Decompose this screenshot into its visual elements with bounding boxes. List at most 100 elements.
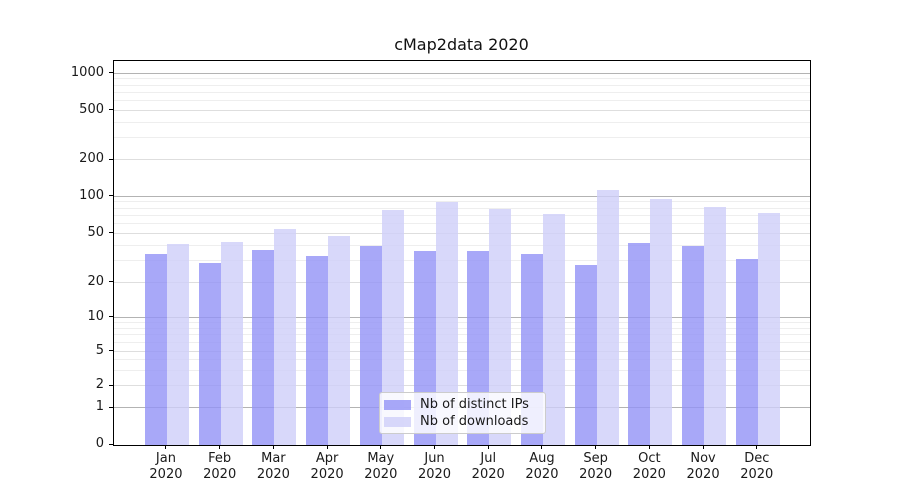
gridline-6 bbox=[114, 341, 810, 343]
y-tick-mark bbox=[109, 384, 113, 386]
y-tick-mark bbox=[109, 281, 113, 283]
y-axis-tick-label-1: 1 bbox=[95, 399, 104, 415]
y-tick-mark bbox=[109, 72, 113, 74]
y-tick-mark bbox=[109, 109, 113, 111]
y-tick-mark bbox=[109, 195, 113, 197]
gridline-1000 bbox=[114, 72, 810, 74]
y-tick-mark bbox=[109, 316, 113, 317]
legend-label-downloads: Nb of downloads bbox=[420, 414, 529, 429]
x-tick-mark bbox=[541, 445, 543, 449]
x-tick-mark bbox=[434, 445, 436, 449]
gridline-10 bbox=[114, 316, 810, 318]
x-axis-tick-label-oct: Oct 2020 bbox=[632, 451, 666, 482]
x-axis-tick-label-feb: Feb 2020 bbox=[203, 451, 237, 482]
x-axis-tick-label-dec: Dec 2020 bbox=[740, 451, 774, 482]
bar-distinct-ips-jan bbox=[144, 254, 167, 445]
y-axis-tick-label-100: 100 bbox=[79, 187, 104, 203]
legend-label-distinct-ips: Nb of distinct IPs bbox=[420, 397, 529, 412]
bar-distinct-ips-apr bbox=[306, 255, 329, 445]
gridline-700 bbox=[114, 91, 810, 93]
bar-distinct-ips-nov bbox=[682, 245, 705, 445]
x-tick-mark bbox=[380, 445, 382, 449]
bar-downloads-jul bbox=[489, 208, 512, 445]
y-axis-tick-label-2: 2 bbox=[95, 377, 104, 393]
gridline-300 bbox=[114, 137, 810, 139]
gridline-3 bbox=[114, 370, 810, 372]
y-tick-mark bbox=[109, 443, 113, 445]
x-axis-tick-label-mar: Mar 2020 bbox=[256, 451, 290, 482]
gridline-8 bbox=[114, 327, 810, 329]
bar-distinct-ips-mar bbox=[252, 249, 275, 445]
gridline-80 bbox=[114, 207, 810, 209]
x-tick-mark bbox=[272, 445, 274, 449]
bar-downloads-oct bbox=[650, 199, 673, 445]
x-axis-tick-label-apr: Apr 2020 bbox=[310, 451, 344, 482]
gridline-5 bbox=[114, 350, 810, 352]
x-tick-mark bbox=[326, 445, 328, 449]
bar-downloads-jan bbox=[166, 244, 189, 445]
y-axis-tick-label-50: 50 bbox=[87, 224, 104, 240]
y-tick-mark bbox=[109, 350, 113, 352]
bar-distinct-ips-sep bbox=[574, 264, 597, 445]
plot-area bbox=[113, 60, 811, 446]
gridline-600 bbox=[114, 100, 810, 102]
bar-downloads-feb bbox=[220, 241, 243, 445]
x-axis-tick-label-jan: Jan 2020 bbox=[149, 451, 183, 482]
x-tick-mark bbox=[219, 445, 221, 449]
y-tick-mark bbox=[109, 406, 113, 408]
y-tick-mark bbox=[109, 232, 113, 234]
gridline-30 bbox=[114, 259, 810, 261]
gridline-900 bbox=[114, 78, 810, 80]
x-tick-mark bbox=[595, 445, 597, 449]
bar-distinct-ips-may bbox=[359, 245, 382, 445]
bar-downloads-mar bbox=[274, 228, 297, 445]
legend-item-distinct-ips: Nb of distinct IPs bbox=[384, 397, 541, 412]
gridline-100 bbox=[114, 195, 810, 197]
y-tick-mark bbox=[109, 158, 113, 160]
x-axis-tick-label-sep: Sep 2020 bbox=[579, 451, 613, 482]
y-axis-tick-label-500: 500 bbox=[79, 101, 104, 117]
x-tick-mark bbox=[487, 445, 489, 449]
gridline-200 bbox=[114, 159, 810, 161]
y-axis-tick-label-10: 10 bbox=[87, 308, 104, 324]
bar-distinct-ips-oct bbox=[628, 242, 651, 445]
gridline-400 bbox=[114, 121, 810, 123]
x-axis-tick-label-jul: Jul 2020 bbox=[471, 451, 505, 482]
gridline-20 bbox=[114, 281, 810, 283]
x-axis-tick-label-jun: Jun 2020 bbox=[417, 451, 452, 482]
bar-downloads-sep bbox=[596, 189, 619, 445]
gridline-90 bbox=[114, 201, 810, 203]
y-axis-tick-label-1000: 1000 bbox=[70, 64, 104, 80]
y-axis-tick-label-0: 0 bbox=[95, 436, 104, 451]
gridline-60 bbox=[114, 222, 810, 224]
x-tick-mark bbox=[756, 445, 758, 449]
bar-downloads-aug bbox=[542, 213, 565, 445]
legend-swatch-downloads-icon bbox=[384, 416, 411, 427]
bar-distinct-ips-feb bbox=[198, 262, 221, 445]
y-axis-tick-label-200: 200 bbox=[79, 151, 104, 167]
bar-downloads-apr bbox=[328, 235, 351, 445]
gridline-9 bbox=[114, 321, 810, 323]
x-tick-mark bbox=[702, 445, 704, 449]
gridline-7 bbox=[114, 334, 810, 336]
gridline-2 bbox=[114, 385, 810, 387]
bar-downloads-dec bbox=[757, 212, 780, 445]
x-axis-tick-label-nov: Nov 2020 bbox=[686, 451, 720, 482]
gridline-70 bbox=[114, 214, 810, 216]
bar-downloads-nov bbox=[704, 206, 727, 445]
bar-downloads-may bbox=[381, 210, 404, 445]
gridline-40 bbox=[114, 244, 810, 246]
bar-downloads-jun bbox=[435, 201, 458, 445]
gridline-800 bbox=[114, 84, 810, 86]
x-axis-tick-label-aug: Aug 2020 bbox=[525, 451, 559, 482]
legend: Nb of distinct IPs Nb of downloads bbox=[379, 392, 546, 434]
legend-item-downloads: Nb of downloads bbox=[384, 414, 541, 429]
x-tick-mark bbox=[165, 445, 167, 449]
gridline-4 bbox=[114, 359, 810, 361]
y-axis-tick-label-5: 5 bbox=[95, 342, 104, 358]
bar-distinct-ips-dec bbox=[735, 259, 758, 445]
x-axis-tick-label-may: May 2020 bbox=[364, 451, 398, 482]
gridline-500 bbox=[114, 109, 810, 111]
y-axis-tick-label-20: 20 bbox=[87, 273, 104, 289]
